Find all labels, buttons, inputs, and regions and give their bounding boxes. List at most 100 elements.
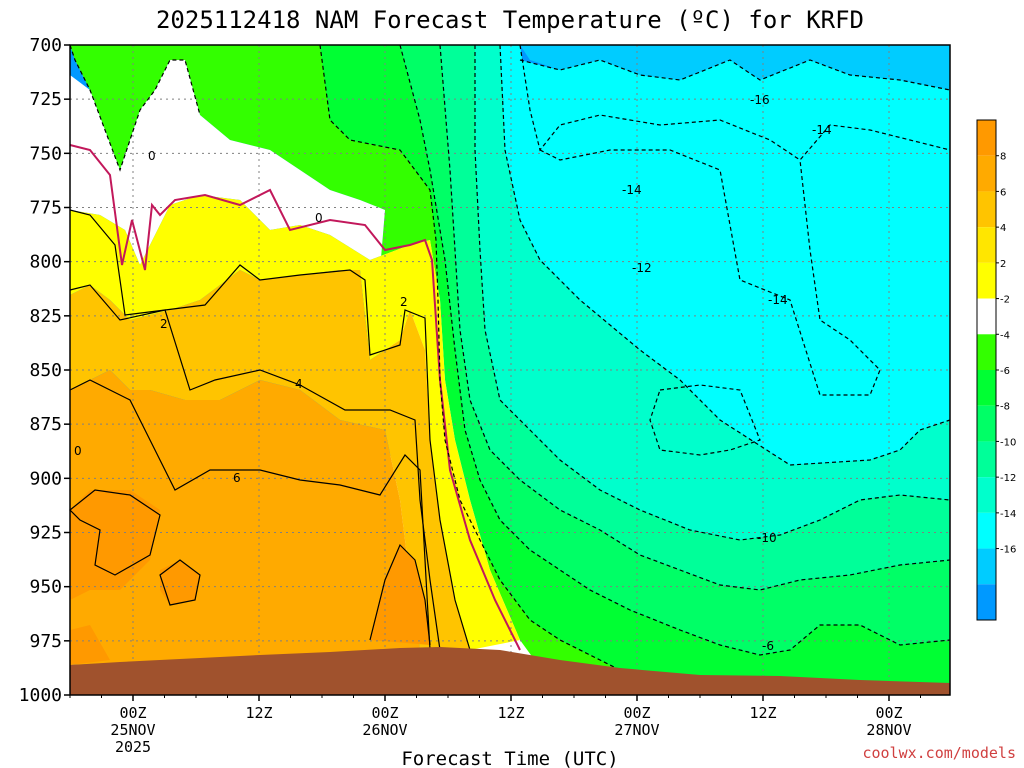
colorbar-swatch bbox=[977, 191, 996, 228]
colorbar-label: 6 bbox=[1000, 187, 1006, 198]
contour-label: -14 bbox=[768, 293, 788, 307]
contour-neg10 bbox=[499, 44, 951, 466]
contour-label: 4 bbox=[295, 377, 303, 391]
band-4-to-6 bbox=[70, 370, 420, 665]
band-2-to-4 bbox=[70, 270, 470, 650]
credit-text: coolwx.com/models bbox=[862, 744, 1016, 762]
colorbar-label: -8 bbox=[1000, 402, 1010, 413]
colorbar-swatch bbox=[977, 405, 996, 442]
contour-6-c bbox=[159, 559, 201, 606]
colorbar-swatch bbox=[977, 334, 996, 370]
contour-label: 0 bbox=[148, 149, 156, 163]
y-axis: 700 725 750 775 800 825 850 875 900 925 950 975 1000 bbox=[19, 35, 70, 706]
contour-label: 2 bbox=[160, 317, 168, 331]
contour-neg6 bbox=[439, 44, 951, 591]
x-tick-label: 25NOV bbox=[110, 721, 155, 739]
y-tick-label: 750 bbox=[29, 143, 62, 164]
band-0-to-2 bbox=[70, 195, 520, 650]
x-tick-label: 12Z bbox=[245, 704, 272, 722]
contour-label: -10 bbox=[757, 531, 777, 545]
contour-8 bbox=[369, 543, 431, 646]
contour-neg14 bbox=[539, 149, 881, 396]
colorbar-label: -14 bbox=[1000, 509, 1016, 520]
y-tick-label: 850 bbox=[29, 360, 62, 381]
contour-6-b bbox=[69, 489, 161, 576]
contour-neg4 bbox=[399, 44, 951, 656]
x-tick-label: 00Z bbox=[623, 704, 650, 722]
y-tick-label: 925 bbox=[29, 523, 62, 544]
y-tick-label: 825 bbox=[29, 306, 62, 327]
y-tick-label: 875 bbox=[29, 414, 62, 435]
colorbar-swatch bbox=[977, 441, 996, 478]
contour-label: 2 bbox=[400, 295, 408, 309]
contour-label: 6 bbox=[233, 471, 241, 485]
colorbar-swatch bbox=[977, 370, 996, 406]
plot-area: 0 0 2 2 4 6 0 -16 -14 -14 -12 -14 -10 -6 bbox=[69, 44, 951, 696]
colorbar-label: -12 bbox=[1000, 473, 1016, 484]
colorbar-label: -4 bbox=[1000, 330, 1010, 341]
y-tick-label: 900 bbox=[29, 468, 62, 489]
chart-title: 2025112418 NAM Forecast Temperature (ºC)… bbox=[156, 6, 864, 34]
contour-label: 0 bbox=[315, 211, 323, 225]
x-tick-label: 12Z bbox=[497, 704, 524, 722]
x-tick-label: 12Z bbox=[749, 704, 776, 722]
x-tick-label: 2025 bbox=[115, 738, 151, 756]
colorbar-swatch bbox=[977, 155, 996, 192]
contour-label-group: 0 0 2 2 4 6 0 -16 -14 -14 -12 -14 -10 -6 bbox=[74, 93, 832, 653]
colorbar-label: -10 bbox=[1000, 437, 1016, 448]
x-tick-label: 00Z bbox=[371, 704, 398, 722]
band-6-plus bbox=[70, 490, 430, 665]
x-axis-label: Forecast Time (UTC) bbox=[401, 748, 618, 768]
x-tick-label: 28NOV bbox=[866, 721, 911, 739]
colorbar-label: -16 bbox=[1000, 545, 1016, 556]
band-cold-8 bbox=[440, 45, 950, 590]
x-tick-label: 00Z bbox=[875, 704, 902, 722]
contour-neg2 bbox=[69, 44, 701, 696]
band-cold-2 bbox=[70, 45, 700, 695]
colorbar-label: 8 bbox=[1000, 152, 1006, 163]
contour-label: -14 bbox=[622, 183, 642, 197]
colorbar-swatch bbox=[977, 298, 996, 335]
colorbar-label: 2 bbox=[1000, 259, 1006, 270]
x-tick-label: 27NOV bbox=[614, 721, 659, 739]
y-tick-label: 725 bbox=[29, 89, 62, 110]
contour-2 bbox=[69, 209, 471, 651]
x-tick-label: 26NOV bbox=[362, 721, 407, 739]
colorbar-swatch bbox=[977, 262, 996, 299]
colorbar-swatch bbox=[977, 512, 996, 549]
contour-label: -16 bbox=[750, 93, 770, 107]
contour-6 bbox=[69, 379, 431, 651]
contour-neg16 bbox=[519, 59, 951, 91]
colorbar: 8 6 4 2 -2 -4 -6 -8 -10 -12 -14 -16 bbox=[976, 119, 1016, 621]
colorbar-swatch bbox=[977, 477, 996, 513]
contour-label: 0 bbox=[74, 444, 82, 458]
colorbar-swatch bbox=[977, 584, 996, 620]
contour-0 bbox=[69, 144, 521, 651]
contour-label: -6 bbox=[762, 639, 774, 653]
contour-label: -14 bbox=[812, 123, 832, 137]
y-tick-label: 800 bbox=[29, 252, 62, 273]
ground-surface bbox=[70, 647, 950, 695]
y-tick-label: 975 bbox=[29, 631, 62, 652]
colorbar-label: 4 bbox=[1000, 223, 1006, 234]
contour-4 bbox=[69, 284, 441, 651]
y-tick-label: 1000 bbox=[19, 685, 62, 706]
contour-label: -12 bbox=[632, 261, 652, 275]
colorbar-swatch bbox=[977, 227, 996, 263]
colorbar-swatch bbox=[977, 548, 996, 585]
band-cold-10 bbox=[475, 45, 950, 540]
y-tick-label: 775 bbox=[29, 198, 62, 219]
band-cold-6 bbox=[400, 45, 950, 655]
band-cold-14b bbox=[520, 45, 950, 90]
x-tick-label: 00Z bbox=[119, 704, 146, 722]
contour-neg8 bbox=[474, 45, 951, 541]
y-tick-label: 950 bbox=[29, 577, 62, 598]
colorbar-label: -6 bbox=[1000, 366, 1010, 377]
y-tick-label: 700 bbox=[29, 35, 62, 56]
colorbar-swatch bbox=[977, 120, 996, 156]
colorbar-label: -2 bbox=[1000, 295, 1010, 306]
band-cold-12b bbox=[500, 45, 950, 465]
contour-lines bbox=[69, 44, 951, 696]
